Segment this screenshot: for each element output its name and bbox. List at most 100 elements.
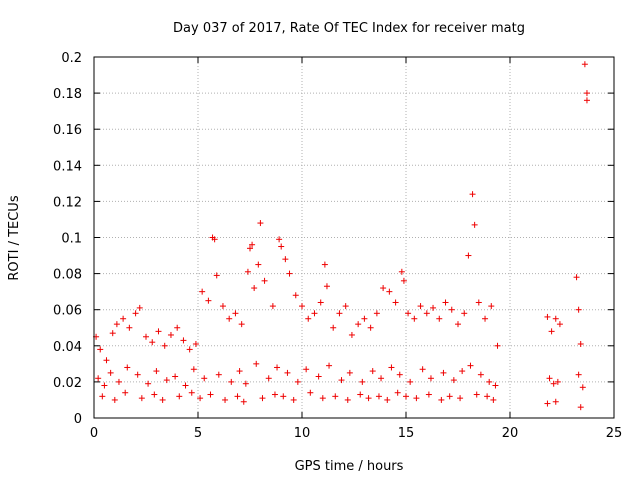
data-point [299,303,305,310]
data-point [321,261,328,268]
data-point [107,369,114,376]
data-point [103,357,110,364]
data-point [357,391,364,398]
data-point [290,396,297,403]
data-point [226,315,233,322]
y-tick-label: 0.06 [53,304,82,319]
data-point [311,310,318,317]
data-point [332,393,339,400]
data-point [315,373,322,380]
data-point [182,382,189,389]
data-point [186,346,193,353]
data-point [375,393,382,400]
data-point [419,366,426,373]
data-point [436,315,443,322]
grid-lines [94,57,614,418]
data-point [575,371,582,378]
data-point [546,375,553,382]
data-point [138,395,145,402]
data-point [211,236,218,243]
data-point [388,364,395,371]
data-point [247,245,253,252]
data-point [336,310,343,317]
y-tick-label: 0.18 [53,87,82,102]
data-point [271,391,278,398]
data-point [427,375,434,382]
data-point [378,375,385,382]
data-point [469,191,476,198]
y-tick-label: 0.04 [53,340,82,355]
data-point [192,340,199,347]
data-point [234,393,241,400]
data-point [492,382,499,389]
data-point [115,378,122,385]
data-point [583,90,590,97]
data-point [149,339,156,346]
data-point [253,360,260,367]
data-point [573,274,580,281]
data-point [581,61,588,68]
data-point [369,368,376,375]
data-point [552,315,559,322]
y-tick-label: 0.2 [61,51,82,66]
data-point [556,321,563,328]
data-point [361,315,368,322]
data-point [161,342,168,349]
data-point [244,268,251,275]
data-point [213,272,220,279]
data-point [455,321,461,328]
data-point [459,368,466,375]
data-point [201,375,208,382]
data-point [265,375,272,382]
data-point [423,310,430,317]
data-point [303,366,310,373]
data-point [284,369,291,376]
data-point [554,378,561,385]
data-point [548,328,555,335]
data-point [317,299,324,306]
x-axis-label: GPS time / hours [295,459,404,474]
data-point [577,340,584,347]
data-point [367,324,374,331]
data-point [145,380,152,387]
chart-title: Day 037 of 2017, Rate Of TEC Index for r… [173,21,525,36]
x-tick-label: 25 [606,426,623,441]
data-point [136,304,143,311]
data-point [486,378,493,385]
data-point [276,236,283,243]
data-point [544,313,551,320]
data-point [188,389,195,396]
data-point [151,391,158,398]
x-tick-label: 0 [90,426,98,441]
data-point [342,303,349,310]
data-point [143,333,149,340]
data-point [238,321,245,328]
data-point [134,371,141,378]
y-tick-label: 0.02 [53,376,82,391]
data-points [93,61,590,411]
data-point [430,304,437,311]
data-point [544,400,551,407]
data-point [307,389,314,396]
data-point [95,375,102,382]
data-point [232,310,239,317]
data-point [113,321,120,328]
data-point [386,288,393,295]
y-tick-label: 0.08 [53,268,82,283]
data-point [190,366,197,373]
data-point [380,285,387,292]
data-point [219,303,226,310]
data-point [259,395,266,402]
data-point [482,315,489,322]
data-point [450,377,457,384]
y-axis-ticks: 0 0.02 0.04 0.06 0.08 0.1 0.12 0.14 0.16 0.18 0.2 [53,51,614,427]
x-tick-label: 20 [502,426,519,441]
data-point [484,393,491,400]
data-point [411,315,418,322]
data-point [274,364,281,371]
data-point [494,342,501,349]
data-point [446,393,453,400]
data-point [101,382,108,389]
data-point [477,371,484,378]
